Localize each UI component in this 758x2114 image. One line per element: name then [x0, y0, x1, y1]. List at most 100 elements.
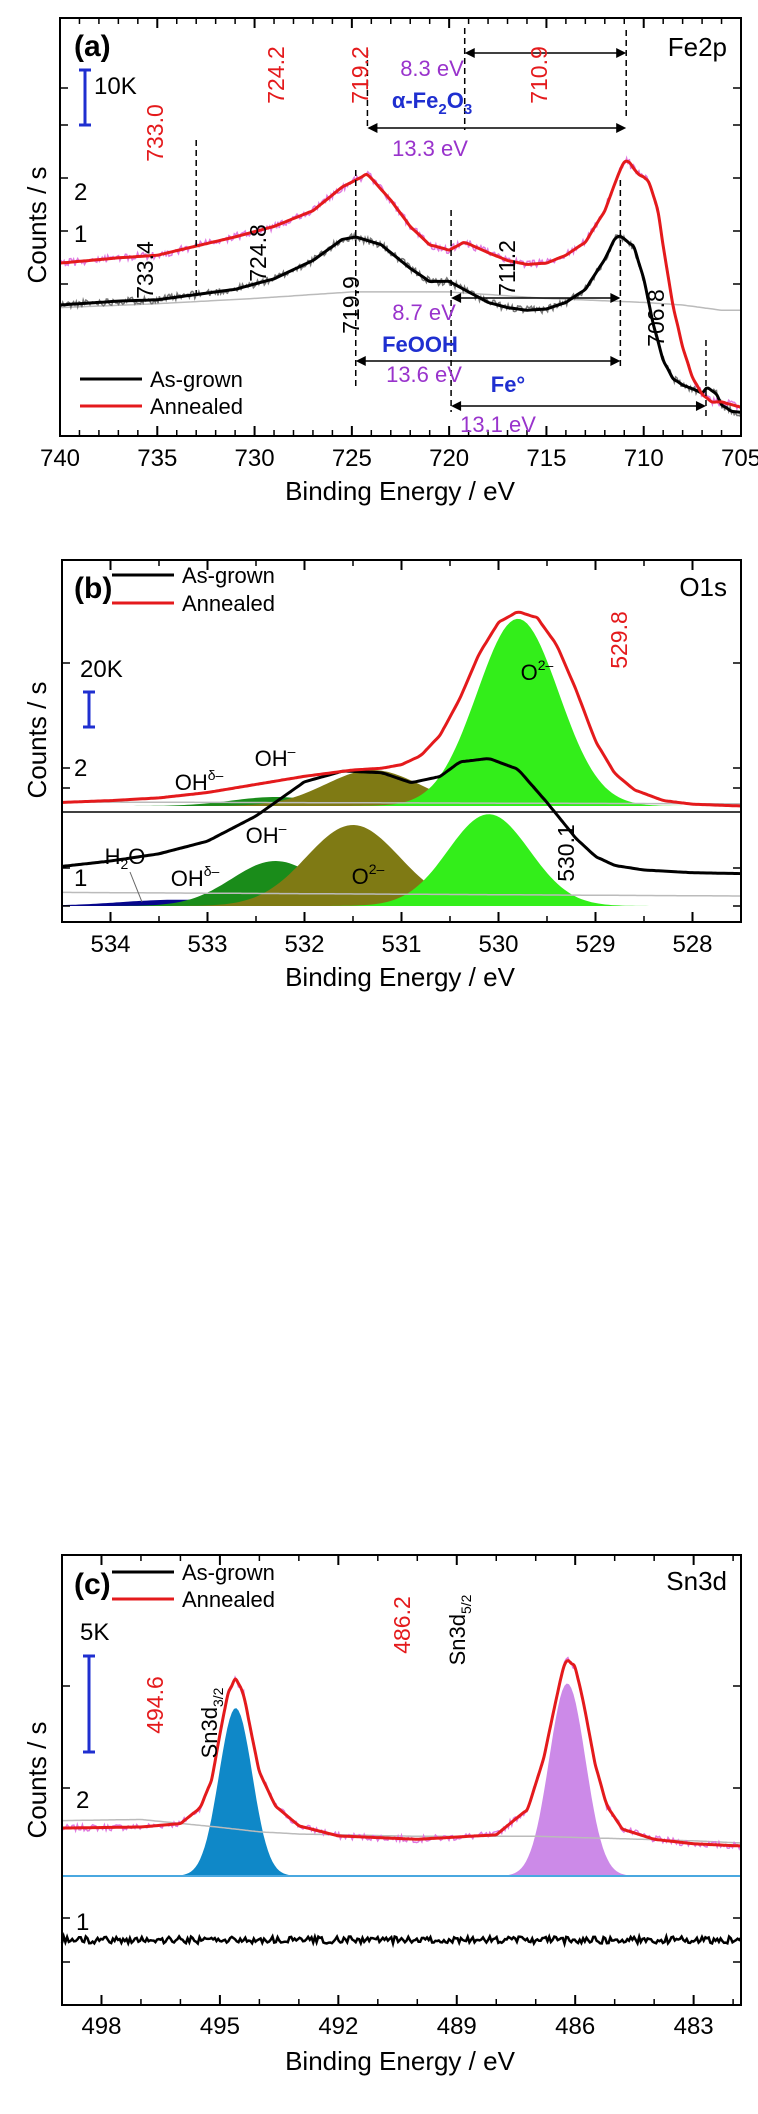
x-tick-label: 483 — [674, 2013, 714, 2040]
arrow-13-3ev-head-left — [367, 123, 378, 133]
panel-b-curve-label-annealed: 2 — [74, 755, 87, 782]
panel-b-component-label-oh-annealed: OH– — [255, 743, 296, 771]
arrow-8-3ev-head-right — [616, 48, 627, 58]
panel-c-xlabel: Binding Energy / eV — [285, 2046, 515, 2076]
panel-c-peak-label-494-6: 494.6 — [142, 1676, 168, 1734]
panel-a-xlabel: Binding Energy / eV — [285, 476, 515, 506]
panel-a-annotation-13-3ev: 13.3 eV — [392, 136, 468, 161]
panel-b-peak-label-530-1: 530.1 — [553, 824, 579, 882]
panel-b-component-label-ohd-annealed: OHδ– — [175, 767, 224, 795]
x-tick-label: 492 — [318, 2013, 358, 2040]
panel-b-background-line-2 — [62, 801, 741, 805]
arrow-13-1ev-head-left — [451, 401, 462, 411]
panel-b-h2o-pointer — [129, 871, 143, 903]
panel-b-x-tick-labels: 534 533 532 531 530 529 528 — [90, 931, 712, 958]
panel-a-peak-markers — [195, 28, 707, 420]
panel-b-series-as-grown — [61, 757, 742, 876]
x-tick-label: 531 — [381, 931, 421, 958]
panel-c-legend-annealed: Annealed — [182, 1587, 275, 1612]
panel-a-curve-label-as-grown: 1 — [74, 221, 87, 248]
x-tick-label: 489 — [437, 2013, 477, 2040]
panel-c-component-label-sn3d32: Sn3d3/2 — [197, 1687, 226, 1758]
panel-c-x-tick-labels: 498 495 492 489 486 483 — [81, 2013, 713, 2040]
panel-a-annotation-alpha-fe2o3: α-Fe2O3 — [392, 88, 472, 118]
panel-c-curve-label-annealed: 2 — [76, 1787, 89, 1814]
panel-a-peak-label-719-9: 719.9 — [338, 276, 364, 334]
x-tick-label: 705 — [721, 445, 758, 472]
panel-b-component-label-h2o: H2O — [105, 844, 146, 872]
x-tick-label: 495 — [200, 2013, 240, 2040]
x-tick-label: 529 — [575, 931, 615, 958]
panel-a-series-as-grown — [59, 234, 742, 414]
panel-c-series-as-grown — [60, 1931, 742, 1949]
x-tick-label: 715 — [526, 445, 566, 472]
x-tick-label: 486 — [555, 2013, 595, 2040]
component-fill-0 — [62, 1708, 741, 1876]
x-tick-label: 530 — [478, 931, 518, 958]
panel-b-component-fills — [62, 618, 741, 906]
panel-a-peak-label-719-2: 719.2 — [347, 46, 373, 104]
panel-c-component-label-sn3d52: Sn3d5/2 — [445, 1594, 474, 1665]
arrow-13-1ev-head-right — [695, 401, 706, 411]
panel-b-curve-label-as-grown: 1 — [74, 865, 87, 892]
panel-c-peak-label-486-2: 486.2 — [389, 1596, 415, 1654]
panel-a-annotation-13-6ev: 13.6 eV — [386, 362, 462, 387]
x-tick-label: 534 — [90, 931, 130, 958]
panel-a-curve-label-annealed: 2 — [74, 179, 87, 206]
panel-a-peak-label-733-4: 733.4 — [132, 241, 158, 299]
panel-a-element: Fe2p — [668, 32, 727, 62]
panel-a-peak-label-711-2: 711.2 — [494, 240, 520, 296]
panel-c-legend-as-grown: As-grown — [182, 1560, 275, 1585]
panel-a-background-line — [59, 291, 741, 311]
panel-b-o1s: (b) O1s As-grown Annealed 20K 2 1 O2– OH… — [22, 559, 742, 992]
x-tick-label: 740 — [40, 445, 80, 472]
panel-b-series-annealed — [61, 610, 742, 808]
x-tick-label: 528 — [672, 931, 712, 958]
panel-c-series-annealed — [61, 1659, 742, 1848]
panel-a-annotation-fe0: Fe° — [491, 372, 525, 397]
panel-b-legend-as-grown: As-grown — [182, 563, 275, 588]
panel-c-label: (c) — [74, 1568, 111, 1601]
panel-a-label: (a) — [74, 30, 111, 63]
x-tick-label: 710 — [624, 445, 664, 472]
panel-a-splitting-arrows — [355, 48, 706, 411]
component-fill-6 — [62, 618, 741, 806]
panel-b-legend-annealed: Annealed — [182, 591, 275, 616]
component-fill-4 — [62, 797, 741, 806]
panel-c-frame — [61, 1554, 742, 2006]
panel-b-ylabel: Counts / s — [22, 681, 52, 798]
panel-b-element: O1s — [679, 572, 727, 602]
x-tick-label: 498 — [81, 2013, 121, 2040]
panel-b-component-label-oh-as-grown: OH– — [246, 820, 287, 848]
panel-a-x-tick-labels: 740 735 730 725 720 715 710 705 — [40, 445, 758, 472]
panel-a-peak-label-706-8: 706.8 — [643, 289, 669, 347]
component-fill-2 — [62, 825, 741, 906]
x-tick-label: 730 — [235, 445, 275, 472]
arrow-8-7ev-head-left — [451, 293, 462, 303]
panel-a-peak-label-724-8: 724.8 — [245, 224, 271, 282]
panel-a-annotation-feooh: FeOOH — [382, 332, 458, 357]
panel-b-background-line-1 — [61, 891, 741, 897]
arrow-13-6ev-head-left — [355, 356, 366, 366]
panel-b-peak-label-529-8: 529.8 — [606, 611, 632, 669]
component-fill-1 — [62, 861, 741, 906]
panel-a-peak-label-710-9: 710.9 — [526, 46, 552, 104]
panel-c-sn3d: (c) Sn3d As-grown Annealed 5K 2 1 494.6 … — [22, 1554, 742, 2076]
component-fill-5 — [62, 770, 741, 806]
x-tick-label: 735 — [137, 445, 177, 472]
panel-a-peak-label-724-2: 724.2 — [263, 46, 289, 104]
arrow-13-6ev-head-right — [610, 356, 621, 366]
x-tick-label: 532 — [284, 931, 324, 958]
x-tick-label: 720 — [429, 445, 469, 472]
panel-a-legend-as-grown: As-grown — [150, 367, 243, 392]
panel-c-curve-label-as-grown: 1 — [76, 1909, 89, 1936]
panel-a-peak-label-733-0: 733.0 — [142, 104, 168, 162]
panel-b-xlabel: Binding Energy / eV — [285, 962, 515, 992]
panel-c-ylabel: Counts / s — [22, 1721, 52, 1838]
arrow-13-3ev-head-right — [616, 123, 627, 133]
x-tick-label: 725 — [332, 445, 372, 472]
arrow-8-7ev-head-right — [610, 293, 621, 303]
x-tick-label: 533 — [187, 931, 227, 958]
panel-a-fe2p: (a) Fe2p 10K 2 1 733.0 724.2 719.2 710.9… — [22, 17, 758, 506]
